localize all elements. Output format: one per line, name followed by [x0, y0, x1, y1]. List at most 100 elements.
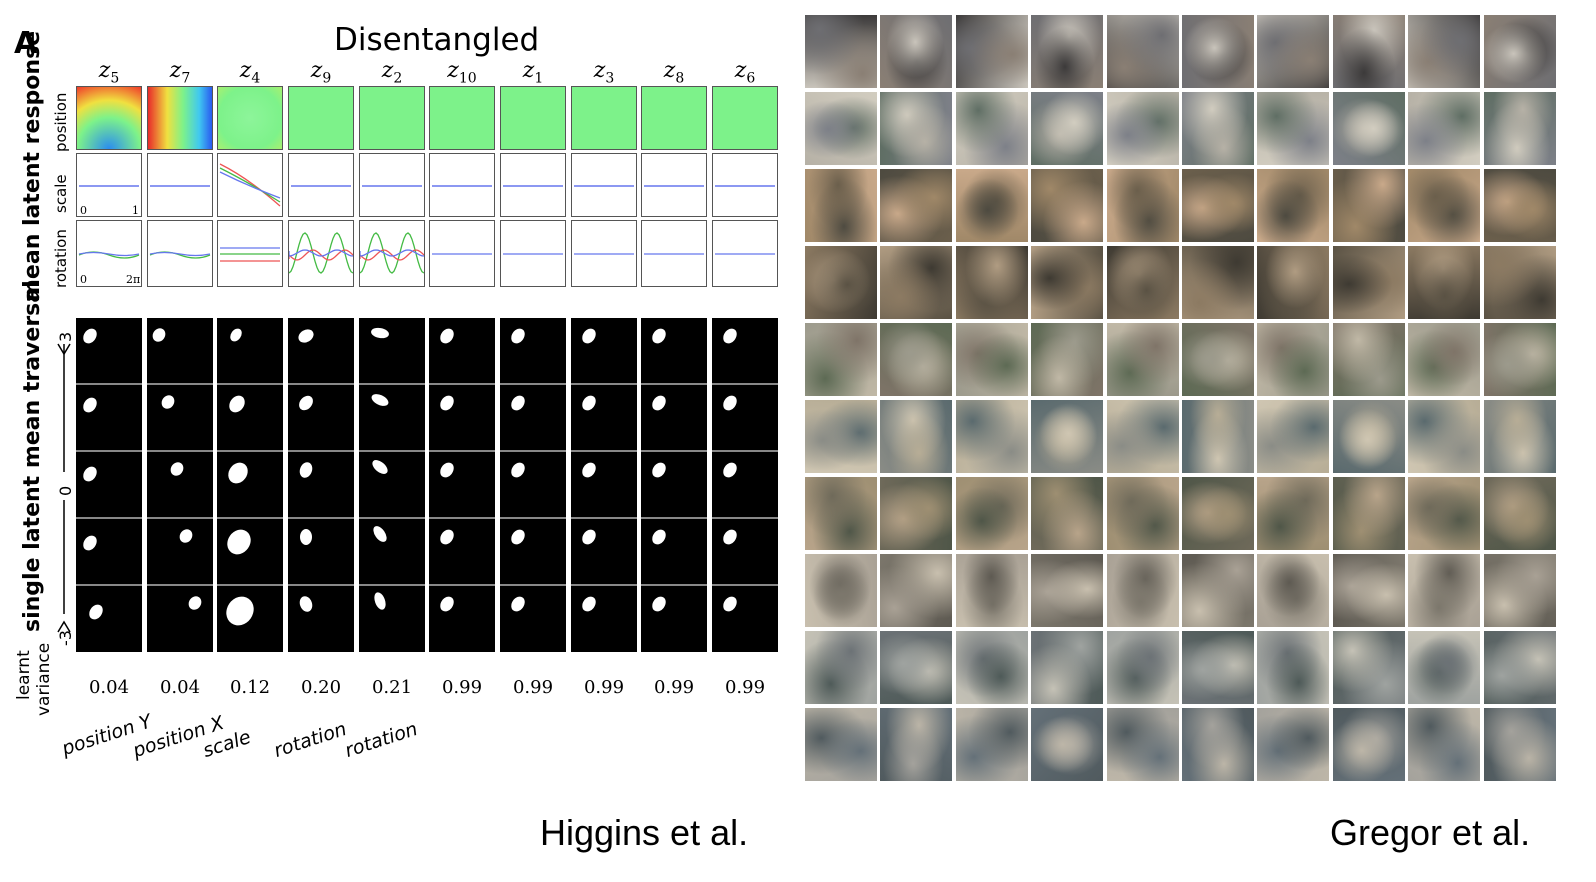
traversal-column: [500, 318, 566, 652]
traversal-shape: [579, 460, 599, 480]
sample-image-tile: [805, 323, 877, 396]
latent-label: z9: [310, 58, 332, 87]
scale-response-plot: [432, 185, 492, 187]
traversal-separator: [641, 584, 707, 586]
sample-image-tile: [955, 15, 1028, 88]
sample-image-tile: [1031, 92, 1104, 165]
scale-response-plot: [362, 185, 422, 187]
traversal-column: [359, 318, 425, 652]
rotation-response-cell: [500, 220, 566, 287]
sample-image-tile: [1332, 323, 1405, 396]
traversal-separator: [288, 517, 354, 519]
row-label-position: position: [52, 92, 70, 152]
rotation-series-line: [149, 251, 211, 257]
axis-tick-label: 2π: [126, 273, 141, 286]
scale-response-cell: [571, 153, 637, 217]
traversal-shape: [720, 594, 740, 614]
latent-label: z5: [98, 58, 120, 87]
factor-label: rotation: [342, 717, 421, 762]
sample-image-tile: [1483, 246, 1556, 319]
latent-label: z8: [663, 58, 685, 87]
sample-image-tile: [1182, 246, 1254, 319]
learnt-variance-value: 0.99: [512, 677, 554, 698]
scale-response-plot: [503, 185, 563, 187]
position-response-cell: [429, 86, 495, 150]
sample-image-tile: [805, 708, 877, 781]
traversal-separator: [217, 517, 283, 519]
traversal-shape: [296, 393, 316, 413]
traversal-separator: [712, 450, 778, 452]
traversal-separator: [76, 383, 142, 385]
rotation-response-plot: [432, 253, 492, 255]
sample-image-tile: [1408, 15, 1481, 88]
sample-image-tile: [1031, 708, 1104, 781]
traversal-shape: [80, 395, 100, 415]
sample-image-tile: [1257, 169, 1330, 242]
traversal-shape: [579, 527, 599, 547]
sample-image-tile: [805, 246, 877, 319]
rotation-response-plot: [78, 251, 140, 259]
traversal-shape: [369, 457, 391, 477]
traversal-column: [288, 318, 354, 652]
sample-image-tile: [1257, 323, 1330, 396]
sample-image-tile: [805, 15, 877, 88]
rotation-response-plot: [503, 253, 563, 255]
scale-response-plot: [291, 185, 351, 187]
traversal-separator: [641, 517, 707, 519]
traversal-shape: [649, 326, 669, 346]
traversal-shape: [437, 393, 457, 413]
traversal-shape: [297, 594, 315, 614]
sample-image-tile: [1182, 400, 1254, 473]
sample-image-tile: [1332, 92, 1405, 165]
traversal-shape: [159, 392, 177, 412]
traversal-shape: [80, 533, 100, 553]
traversal-separator: [359, 517, 425, 519]
traversal-separator: [359, 450, 425, 452]
rotation-response-cell: [359, 220, 425, 287]
sample-image-tile: [880, 631, 953, 704]
sample-image-tile: [880, 246, 953, 319]
axis-tick-label: 0: [80, 273, 87, 286]
traversal-shape: [649, 527, 669, 547]
sample-image-tile: [1106, 554, 1179, 627]
scale-response-plot: [219, 163, 281, 207]
sample-image-tile: [955, 169, 1028, 242]
sample-image-tile: [1106, 246, 1179, 319]
latent-label: z6: [734, 58, 756, 87]
traversal-top-label: 3: [56, 331, 75, 342]
traversal-separator: [76, 450, 142, 452]
traversal-separator: [217, 383, 283, 385]
sample-image-tile: [1332, 477, 1405, 550]
scale-series-line: [219, 171, 281, 199]
sample-image-tile: [1332, 631, 1405, 704]
traversal-separator: [288, 584, 354, 586]
traversal-shape: [80, 464, 100, 484]
sample-image-tile: [1182, 323, 1254, 396]
traversal-separator: [147, 450, 213, 452]
traversal-column: [571, 318, 637, 652]
rotation-response-cell: [76, 220, 142, 287]
sample-mosaic: [805, 15, 1559, 783]
traversal-separator: [76, 584, 142, 586]
traversal-shape: [437, 594, 457, 614]
traversal-separator: [571, 517, 637, 519]
sample-image-tile: [1182, 708, 1254, 781]
traversal-separator: [429, 450, 495, 452]
traversal-separator: [571, 383, 637, 385]
position-response-cell: [288, 86, 354, 150]
traversal-separator: [500, 517, 566, 519]
traversal-shape: [297, 460, 315, 480]
scale-response-plot: [79, 185, 139, 187]
sample-image-tile: [1332, 169, 1405, 242]
position-response-cell: [217, 86, 283, 150]
scale-response-cell: [712, 153, 778, 217]
sample-image-tile: [1408, 400, 1481, 473]
learnt-variance-value: 0.20: [300, 677, 342, 698]
traversal-shape: [437, 460, 457, 480]
sample-image-tile: [955, 631, 1028, 704]
sample-image-tile: [1257, 708, 1330, 781]
sample-image-tile: [955, 554, 1028, 627]
sample-image-tile: [1332, 554, 1405, 627]
scale-response-plot: [644, 185, 704, 187]
traversal-column: [76, 318, 142, 652]
